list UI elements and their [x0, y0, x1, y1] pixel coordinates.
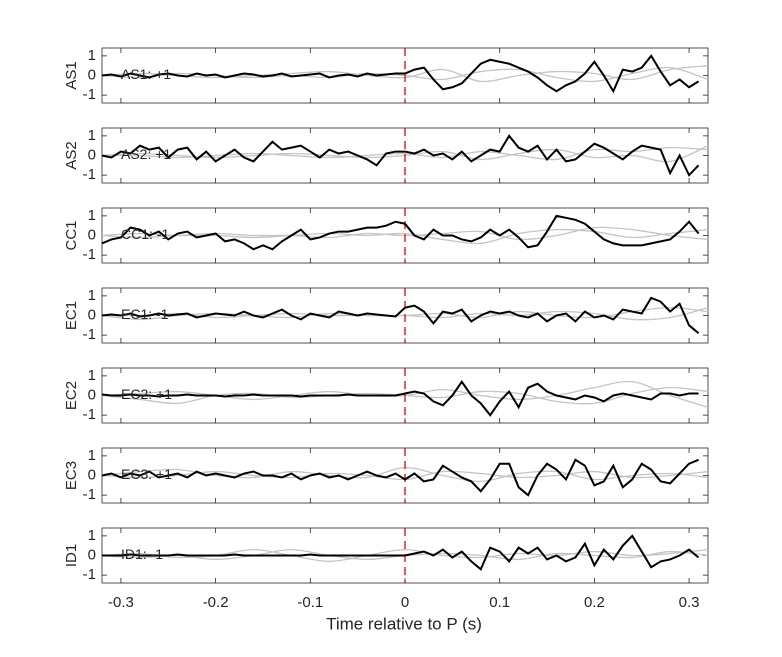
y-tick-label: 1: [88, 287, 96, 304]
y-tick-label: 0: [88, 386, 96, 403]
y-axis-label: EC1: [63, 301, 80, 330]
y-tick-label: 1: [88, 367, 96, 384]
trace-label: EC1: -1: [121, 306, 169, 322]
y-tick-label: 1: [88, 207, 96, 224]
y-tick-label: 0: [88, 66, 96, 83]
y-tick-label: 1: [88, 127, 96, 144]
y-axis-label: EC2: [63, 381, 80, 410]
y-tick-label: 1: [88, 447, 96, 464]
x-tick-label: 0.1: [489, 594, 510, 611]
y-tick-label: 0: [88, 466, 96, 483]
x-tick-label: -0.3: [108, 594, 134, 611]
y-tick-label: -1: [83, 566, 96, 583]
trace: [101, 134, 700, 177]
trace-label: AS2: +1: [121, 146, 171, 162]
trace: [102, 534, 700, 571]
trace-label: ID1: -1: [121, 546, 163, 562]
trace-label: CC1: -1: [121, 226, 169, 242]
y-tick-label: 0: [88, 146, 96, 163]
trace: [101, 458, 699, 497]
trace: [101, 296, 700, 334]
y-tick-label: 0: [88, 306, 96, 323]
y-tick-label: -1: [83, 326, 96, 343]
y-tick-label: -1: [83, 486, 96, 503]
x-axis-label: Time relative to P (s): [326, 614, 482, 633]
y-tick-label: -1: [83, 246, 96, 263]
x-tick-label: 0.2: [584, 594, 605, 611]
y-axis-label: EC3: [63, 461, 80, 490]
y-axis-label: AS1: [63, 61, 80, 89]
trace: [101, 214, 700, 251]
x-tick-label: 0.3: [679, 594, 700, 611]
trace: [101, 379, 699, 417]
y-tick-label: 0: [88, 226, 96, 243]
x-tick-label: -0.2: [203, 594, 229, 611]
trace: [101, 54, 700, 94]
y-axis-label: AS2: [63, 141, 80, 169]
y-axis-label: CC1: [63, 220, 80, 250]
x-tick-label: 0: [401, 594, 409, 611]
y-axis-label: ID1: [63, 544, 80, 567]
y-tick-label: -1: [83, 406, 96, 423]
trace-label: AS1: +1: [121, 66, 171, 82]
y-tick-label: -1: [83, 86, 96, 103]
trace-label: EC2: +1: [121, 386, 172, 402]
y-tick-label: 0: [88, 546, 96, 563]
y-tick-label: -1: [83, 166, 96, 183]
x-tick-label: -0.1: [297, 594, 323, 611]
trace-label: EC3: +1: [121, 466, 172, 482]
y-tick-label: 1: [88, 527, 96, 544]
y-tick-label: 1: [88, 47, 96, 64]
